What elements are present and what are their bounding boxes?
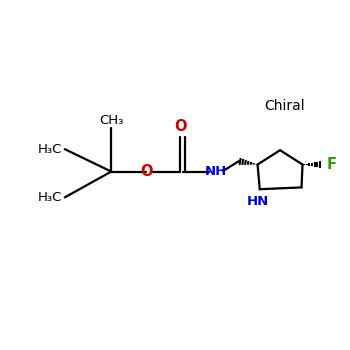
Text: NH: NH <box>205 165 228 178</box>
Text: Chiral: Chiral <box>265 99 305 113</box>
Text: O: O <box>174 119 187 134</box>
Text: H₃C: H₃C <box>38 143 62 156</box>
Text: HN: HN <box>247 195 269 208</box>
Text: O: O <box>140 164 153 179</box>
Text: F: F <box>327 157 337 172</box>
Text: H₃C: H₃C <box>38 191 62 204</box>
Text: CH₃: CH₃ <box>99 114 124 127</box>
